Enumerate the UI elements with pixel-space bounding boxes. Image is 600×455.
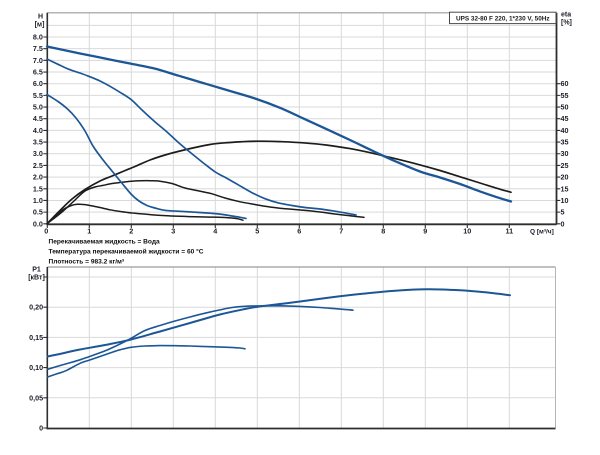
- svg-text:5: 5: [255, 227, 259, 236]
- svg-text:[%]: [%]: [561, 20, 572, 27]
- svg-text:40: 40: [561, 126, 569, 135]
- svg-text:55: 55: [561, 91, 569, 100]
- svg-text:0,05: 0,05: [29, 393, 43, 402]
- svg-text:60: 60: [561, 79, 569, 88]
- svg-text:10: 10: [561, 196, 569, 205]
- svg-text:0: 0: [561, 219, 565, 228]
- svg-text:9: 9: [423, 227, 427, 236]
- svg-text:eta: eta: [561, 12, 571, 19]
- svg-text:Температура перекачиваемой жид: Температура перекачиваемой жидкости = 60…: [49, 248, 204, 256]
- svg-text:H: H: [38, 14, 43, 21]
- svg-text:Плотность = 983.2 кг/м³: Плотность = 983.2 кг/м³: [49, 258, 125, 265]
- svg-text:0: 0: [44, 227, 48, 236]
- svg-text:1: 1: [87, 227, 91, 236]
- svg-text:6.5: 6.5: [33, 68, 43, 77]
- svg-text:25: 25: [561, 161, 569, 170]
- svg-text:8: 8: [381, 227, 385, 236]
- svg-text:[кВт]: [кВт]: [28, 275, 45, 282]
- svg-text:4.5: 4.5: [33, 114, 43, 123]
- svg-text:50: 50: [561, 103, 569, 112]
- svg-text:15: 15: [561, 184, 569, 193]
- svg-text:0,10: 0,10: [29, 363, 43, 372]
- svg-text:4.0: 4.0: [33, 126, 43, 135]
- svg-text:0: 0: [39, 424, 43, 433]
- svg-text:45: 45: [561, 114, 569, 123]
- svg-text:Q [м³/ч]: Q [м³/ч]: [530, 229, 554, 236]
- svg-text:7.0: 7.0: [33, 56, 43, 65]
- svg-text:35: 35: [561, 138, 569, 147]
- svg-text:5.5: 5.5: [33, 91, 43, 100]
- svg-text:3.5: 3.5: [33, 138, 43, 147]
- svg-text:7: 7: [339, 227, 343, 236]
- svg-text:5: 5: [561, 208, 565, 217]
- svg-text:8.0: 8.0: [33, 33, 43, 42]
- svg-text:1.0: 1.0: [33, 196, 43, 205]
- svg-text:0,15: 0,15: [29, 333, 43, 342]
- svg-text:UPS 32-80 F 220, 1*230 V, 50Hz: UPS 32-80 F 220, 1*230 V, 50Hz: [456, 16, 550, 23]
- svg-text:6: 6: [297, 227, 301, 236]
- svg-text:[м]: [м]: [35, 22, 45, 29]
- svg-text:2: 2: [129, 227, 133, 236]
- svg-text:3: 3: [171, 227, 175, 236]
- svg-text:7.5: 7.5: [33, 44, 43, 53]
- svg-text:30: 30: [561, 149, 569, 158]
- svg-text:6.0: 6.0: [33, 79, 43, 88]
- svg-text:2.0: 2.0: [33, 173, 43, 182]
- svg-text:4: 4: [213, 227, 217, 236]
- svg-text:20: 20: [561, 173, 569, 182]
- svg-text:0.5: 0.5: [33, 208, 43, 217]
- svg-text:5.0: 5.0: [33, 103, 43, 112]
- svg-text:1.5: 1.5: [33, 184, 43, 193]
- svg-text:0.0: 0.0: [33, 219, 43, 228]
- svg-text:3.0: 3.0: [33, 149, 43, 158]
- svg-text:2.5: 2.5: [33, 161, 43, 170]
- svg-text:10: 10: [463, 227, 471, 236]
- svg-text:P1: P1: [32, 267, 41, 274]
- svg-text:11: 11: [505, 227, 513, 236]
- svg-text:Перекачиваемая жидкость = Вода: Перекачиваемая жидкость = Вода: [49, 239, 161, 246]
- svg-text:0,20: 0,20: [29, 303, 43, 312]
